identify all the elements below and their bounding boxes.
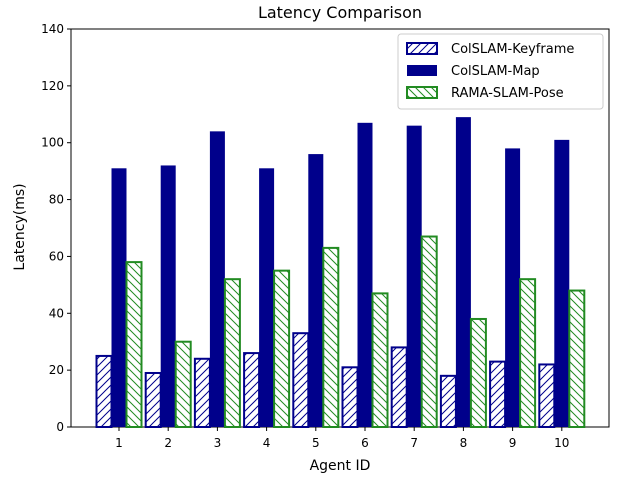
bar-rama-slam-pose-6: [371, 292, 389, 428]
bar-rama-slam-pose-2: [174, 340, 192, 429]
legend-swatch: [406, 42, 438, 55]
chart-title: Latency Comparison: [258, 3, 422, 22]
y-tick-label: 60: [49, 249, 64, 263]
y-axis: 0 20 40 60 80 100 120 140: [41, 22, 71, 434]
x-tick-label: 5: [312, 436, 320, 450]
legend-box: [397, 33, 604, 110]
bar-colslam-map-1: [111, 168, 127, 428]
x-axis-label: Agent ID: [310, 458, 371, 474]
bar-colslam-map-6: [357, 122, 373, 428]
bar-rama-slam-pose-3: [223, 278, 241, 428]
bar-colslam-keyframe-2: [144, 371, 162, 429]
x-tick-label: 3: [214, 436, 222, 450]
bar-rama-slam-pose-5: [322, 246, 340, 428]
x-tick-label: 10: [554, 436, 569, 450]
y-tick-label: 120: [41, 79, 64, 93]
bar-rama-slam-pose-7: [420, 235, 438, 428]
bar-colslam-keyframe-9: [489, 360, 507, 428]
x-tick-label: 8: [460, 436, 468, 450]
legend-label: ColSLAM-Keyframe: [451, 42, 574, 57]
y-axis-label: Latency(ms): [12, 183, 28, 270]
bar-colslam-keyframe-10: [538, 363, 556, 429]
plot-frame: [70, 28, 610, 428]
y-tick-label: 100: [41, 136, 64, 150]
bar-colslam-keyframe-8: [439, 374, 457, 429]
y-tick-label: 40: [49, 306, 64, 320]
bar-colslam-keyframe-5: [292, 332, 310, 428]
y-tick-label: 140: [41, 22, 64, 36]
y-tick-label: 20: [49, 363, 64, 377]
y-tick-label: 80: [49, 193, 64, 207]
x-tick-label: 6: [361, 436, 369, 450]
bar-colslam-map-2: [160, 165, 176, 427]
legend-label: RAMA-SLAM-Pose: [451, 86, 564, 101]
x-tick-label: 2: [164, 436, 172, 450]
x-tick-label: 7: [410, 436, 418, 450]
legend-swatch: [407, 65, 437, 76]
bar-rama-slam-pose-8: [469, 317, 487, 429]
bar-rama-slam-pose-4: [273, 269, 291, 428]
bar-colslam-map-10: [554, 139, 570, 427]
legend: ColSLAM-Keyframe ColSLAM-Map RAMA-SLAM-Pos…: [397, 33, 604, 110]
bar-colslam-map-4: [259, 168, 275, 428]
x-tick-label: 4: [263, 436, 271, 450]
bar-colslam-map-5: [308, 154, 324, 428]
bar-colslam-keyframe-4: [243, 352, 261, 429]
bar-colslam-map-7: [406, 125, 422, 428]
bar-colslam-keyframe-6: [341, 366, 359, 428]
bar-colslam-map-8: [455, 117, 471, 427]
legend-label: ColSLAM-Map: [451, 64, 540, 79]
x-axis: 1 2 3 4 5 6 7 8 9 10: [115, 427, 569, 450]
bar-colslam-map-3: [209, 131, 225, 428]
legend-swatch: [406, 86, 438, 99]
bar-rama-slam-pose-9: [519, 278, 537, 428]
bar-rama-slam-pose-1: [125, 261, 143, 428]
bar-colslam-keyframe-7: [390, 346, 408, 428]
bar-colslam-map-9: [505, 148, 521, 427]
y-tick-label: 0: [56, 420, 64, 434]
bar-rama-slam-pose-10: [568, 289, 586, 428]
x-tick-label: 9: [509, 436, 517, 450]
plot-area: [70, 28, 610, 429]
bar-colslam-keyframe-1: [95, 354, 113, 428]
bar-colslam-keyframe-3: [193, 357, 211, 428]
x-tick-label: 1: [115, 436, 123, 450]
